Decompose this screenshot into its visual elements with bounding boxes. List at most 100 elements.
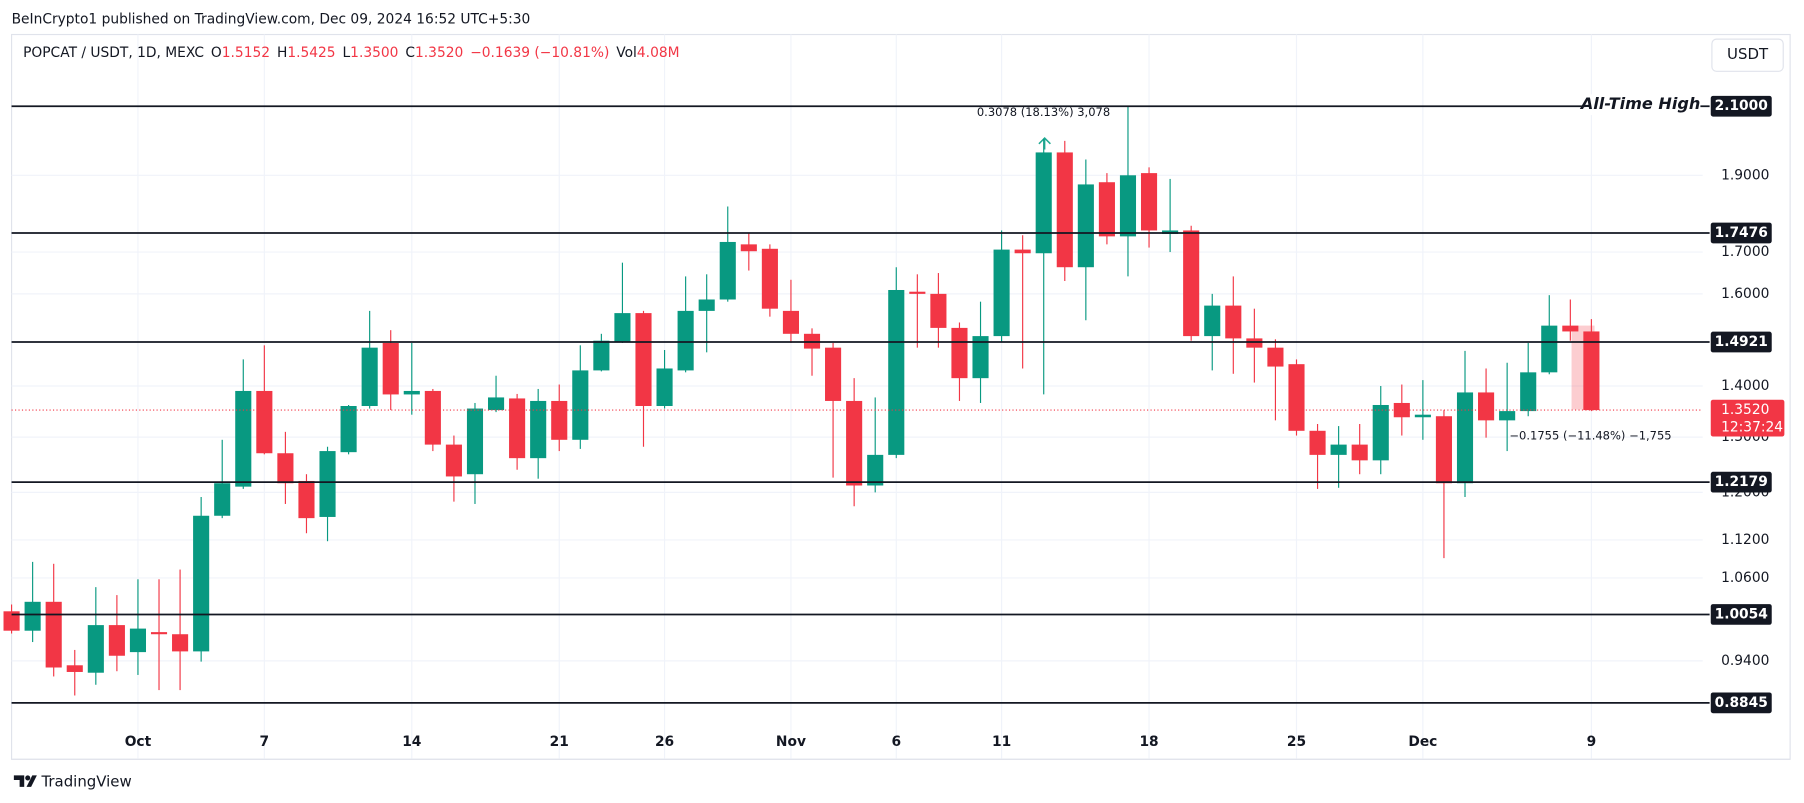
candle-body [951, 327, 968, 379]
candle-body [256, 390, 273, 454]
legend-value: 1.3500 [350, 45, 398, 61]
candle-body [846, 400, 863, 486]
measure-down-label: −0.1755 (−11.48%) −1,755 [1509, 429, 1671, 443]
candle-body [487, 397, 505, 411]
candle-body [214, 483, 231, 516]
legend-change: −0.1639 (−10.81%) [470, 45, 609, 61]
measure-up-label: 0.3078 (18.13%) 3,078 [977, 105, 1110, 119]
y-tick-label: 1.7000 [1721, 244, 1769, 260]
countdown-label: 12:37:24 [1721, 419, 1783, 435]
level-box [1710, 692, 1772, 714]
legend-vol: 4.08M [637, 45, 680, 61]
candle-body [45, 601, 62, 668]
candle-body [593, 340, 610, 371]
candle-body [909, 291, 926, 294]
candle-body [1435, 416, 1452, 484]
candle-body [993, 249, 1010, 337]
candle-body [1541, 325, 1558, 373]
candle-body [551, 400, 568, 440]
candle-body [1414, 414, 1431, 418]
ath-bg [1585, 94, 1701, 116]
legend-label: H [277, 45, 287, 61]
currency-button-label[interactable]: USDT [1727, 45, 1769, 63]
candle-body [972, 336, 989, 379]
candle-body [761, 248, 778, 309]
candle-body [172, 634, 189, 652]
y-tick-label: 1.6000 [1721, 286, 1769, 302]
candle-body [277, 453, 294, 484]
candle-body [1562, 325, 1579, 332]
candle-body [656, 368, 673, 407]
candle-body [150, 632, 168, 635]
candle-body [677, 310, 694, 371]
candle-body [1204, 305, 1221, 337]
candle-body [888, 289, 905, 455]
candle-body [1183, 230, 1200, 337]
candle-body [1478, 392, 1495, 421]
candle-body [1456, 392, 1474, 484]
candle-body [1583, 331, 1600, 411]
level-label: 2.1000 [1715, 98, 1768, 114]
candle-body [66, 665, 83, 672]
y-tick-label: 1.1200 [1721, 532, 1769, 548]
candle-body [108, 625, 125, 656]
y-tick-label: 0.9400 [1721, 653, 1769, 669]
candle-body [1014, 249, 1031, 254]
candle-body [340, 406, 357, 453]
x-tick-label: 18 [1139, 734, 1158, 750]
candle-body [403, 390, 420, 395]
candle-body [1246, 338, 1263, 348]
candle-body [1520, 372, 1537, 412]
candle-body [867, 454, 884, 486]
candle-body [1077, 184, 1094, 268]
legend-value: 1.3520 [415, 45, 463, 61]
x-tick-label: 26 [655, 734, 674, 750]
candle-body [193, 515, 210, 652]
candle-body [298, 480, 315, 519]
y-tick-label: 1.0600 [1721, 570, 1769, 586]
candle-body [24, 601, 41, 631]
measure-arrow [1038, 136, 1051, 150]
candle-body [1225, 305, 1242, 339]
candle-body [1119, 175, 1137, 237]
candle-body [361, 347, 378, 407]
candle-body [1330, 444, 1347, 455]
candle-body [509, 398, 526, 459]
x-tick-label: Oct [125, 734, 152, 750]
candle-body [445, 444, 462, 477]
candle-body [1393, 402, 1410, 418]
candle-body [1351, 444, 1368, 461]
level-label: 1.7476 [1715, 225, 1768, 241]
legend-vol-label: Vol [616, 45, 637, 61]
level-box [1710, 471, 1772, 493]
x-tick-label: 7 [260, 734, 270, 750]
x-tick-label: 25 [1287, 734, 1306, 750]
level-label: 1.0054 [1715, 606, 1768, 622]
y-tick-label: 1.9000 [1721, 167, 1769, 183]
candle-body [740, 244, 757, 252]
candle-body [466, 408, 484, 475]
x-tick-label: 9 [1587, 734, 1597, 750]
candle-body [572, 370, 589, 440]
candle-body [1098, 182, 1115, 237]
candle-body [1140, 173, 1158, 231]
x-tick-label: Dec [1408, 734, 1437, 750]
legend-symbol: POPCAT / USDT, 1D, MEXC [23, 45, 204, 61]
legend-label: C [405, 45, 415, 61]
legend-value: 1.5152 [222, 45, 270, 61]
currency-button[interactable] [1711, 38, 1784, 72]
legend-label: L [342, 45, 350, 61]
level-box [1710, 604, 1772, 625]
level-label: 1.2179 [1715, 474, 1768, 490]
candle-body [3, 611, 20, 631]
candle-body [719, 241, 736, 300]
candle-body [782, 310, 800, 334]
candle-body [1309, 430, 1326, 455]
candle-body [614, 313, 631, 342]
candle-body [87, 625, 104, 673]
candle-body [235, 390, 252, 487]
level-box [1710, 222, 1772, 244]
legend: POPCAT / USDT, 1D, MEXC O1.5152 H1.5425 L1.… [23, 45, 679, 61]
